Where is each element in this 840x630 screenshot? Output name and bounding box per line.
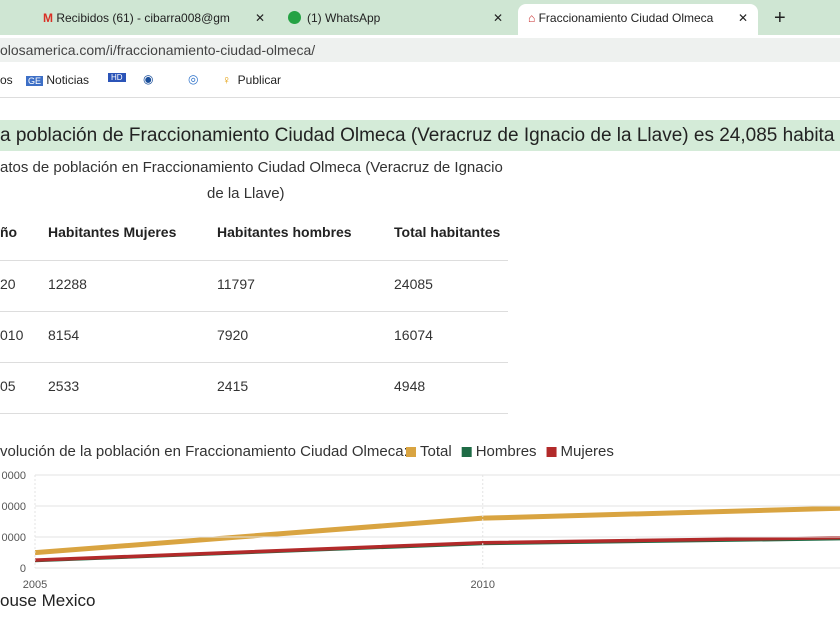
table-cell: 010 [0, 327, 24, 343]
tab-title: Recibidos (61) - cibarra008@gm [56, 11, 230, 25]
row-divider [0, 413, 508, 414]
column-header: Habitantes hombres [217, 224, 352, 240]
series-line [35, 536, 840, 563]
table-cell: 4948 [394, 378, 426, 394]
page-heading: a población de Fraccionamiento Ciudad Ol… [0, 120, 840, 151]
tab[interactable]: (1) WhatsApp ✕ [280, 4, 515, 35]
new-tab[interactable]: + [774, 7, 786, 29]
table-cell: 2533 [48, 378, 80, 394]
tab-bar: M Recibidos (61) - cibarra008@gm ✕ (1) W… [0, 0, 840, 35]
column-header: Total habitantes [394, 224, 501, 240]
bookmark-icon[interactable]: HD [108, 73, 126, 82]
bookmark[interactable]: os [0, 73, 13, 87]
series-line [35, 505, 840, 556]
table-cell: 2415 [217, 378, 249, 394]
row-divider [0, 311, 508, 312]
chart-title: volución de la población en Fraccionamie… [0, 443, 408, 460]
url: olosamerica.com/i/fraccionamiento-ciudad… [0, 42, 316, 58]
tab-title: (1) WhatsApp [307, 11, 381, 25]
series-line [35, 535, 840, 562]
table-cell: 8154 [48, 327, 80, 343]
bookmarks-bar: os GE Noticias HD ◉ ◎ ♀ Publicar [0, 64, 840, 98]
table-cell: 7920 [217, 327, 249, 343]
table-caption: de la Llave) [207, 185, 285, 202]
table-caption: atos de población en Fraccionamiento Ciu… [0, 159, 503, 176]
bookmark[interactable]: GE Noticias [26, 73, 90, 87]
column-header: ño [0, 224, 18, 240]
column-header: Habitantes Mujeres [48, 224, 177, 240]
tab-title: Fraccionamiento Ciudad Olmeca [538, 11, 714, 25]
watermark: ouse Mexico [0, 591, 95, 610]
legend-label: Total [420, 443, 452, 460]
table-cell: 24085 [394, 276, 433, 292]
tab[interactable]: M Recibidos (61) - cibarra008@gm ✕ [43, 11, 266, 25]
legend-swatch [406, 447, 416, 457]
legend-swatch [546, 447, 557, 457]
bookmark-icon[interactable]: ◉ [143, 72, 154, 86]
table-cell: 05 [0, 378, 16, 394]
url-field[interactable]: olosamerica.com/i/fraccionamiento-ciudad… [0, 38, 840, 62]
bookmark[interactable]: ♀ Publicar [222, 73, 282, 87]
y-tick-label: 0 [20, 563, 26, 575]
tab[interactable]: ⌂ Fraccionamiento Ciudad Olmeca ✕ [518, 4, 758, 35]
legend-label: Mujeres [561, 443, 614, 460]
legend-swatch [461, 447, 472, 457]
y-tick-label: 0000 [2, 501, 26, 513]
table-cell: 12288 [48, 276, 87, 292]
row-divider [0, 362, 508, 363]
table-cell: 11797 [217, 276, 255, 292]
address-row: olosamerica.com/i/fraccionamiento-ciudad… [0, 35, 840, 64]
table-cell: 16074 [394, 327, 433, 343]
bookmark-label: Publicar [237, 73, 282, 87]
row-divider [0, 260, 508, 261]
y-tick-label: 0000 [2, 532, 26, 544]
y-tick-label: 0000 [2, 470, 26, 482]
table-cell: 20 [0, 276, 16, 292]
x-tick-label: 2005 [23, 579, 47, 591]
legend-label: Hombres [476, 443, 537, 460]
bookmark-icon[interactable]: ◎ [188, 72, 199, 86]
bookmark-label: Noticias [46, 73, 90, 87]
x-tick-label: 2010 [471, 579, 495, 591]
